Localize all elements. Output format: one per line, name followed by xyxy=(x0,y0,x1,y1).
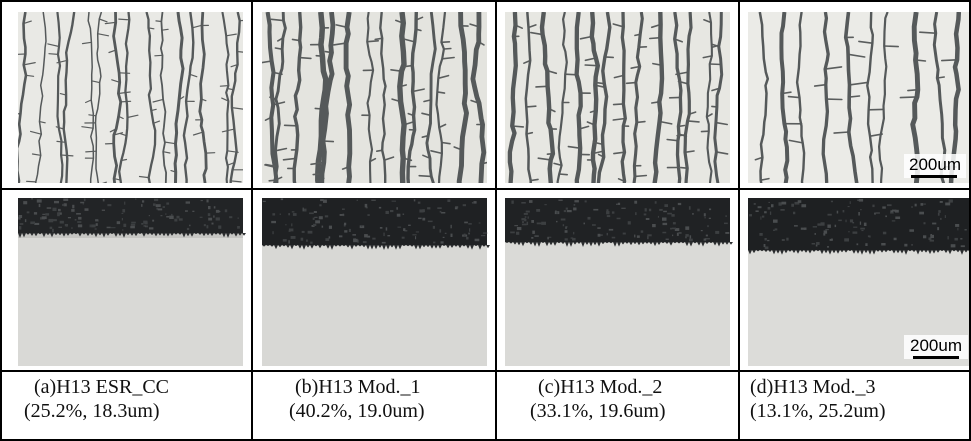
scale-bar-top: 200um xyxy=(904,154,966,178)
caption-a-line1: (a)H13 ESR_CC xyxy=(34,376,169,398)
segregation-pattern-b xyxy=(262,12,487,183)
caption-d-line1: (d)H13 Mod._3 xyxy=(750,376,876,398)
caption-c: (c)H13 Mod._2 (33.1%, 19.6um) xyxy=(502,375,742,439)
caption-a: (a)H13 ESR_CC (25.2%, 18.3um) xyxy=(8,375,248,439)
micrograph-c-top xyxy=(505,12,730,183)
caption-c-line1: (c)H13 Mod._2 xyxy=(538,376,663,398)
segregation-pattern-c xyxy=(507,12,729,183)
caption-b: (b)H13 Mod._1 (40.2%, 19.0um) xyxy=(258,375,498,439)
caption-c-line2: (33.1%, 19.6um) xyxy=(530,400,666,422)
scale-bar-top-label: 200um xyxy=(909,155,961,174)
scale-bar-bottom: 200um xyxy=(904,335,968,359)
segregation-pattern-a xyxy=(18,12,243,183)
micrograph-c-bottom xyxy=(505,198,730,366)
mount-texture xyxy=(18,198,971,255)
micrograph-b-bottom xyxy=(262,198,487,366)
micrograph-a-top xyxy=(18,12,243,183)
caption-d: (d)H13 Mod._3 (13.1%, 25.2um) xyxy=(746,375,971,439)
caption-d-line2: (13.1%, 25.2um) xyxy=(750,400,886,422)
scale-bar-bottom-label: 200um xyxy=(910,336,962,355)
micrograph-a-bottom xyxy=(18,198,243,366)
caption-b-line1: (b)H13 Mod._1 xyxy=(295,376,421,398)
caption-a-line2: (25.2%, 18.3um) xyxy=(24,400,160,422)
caption-b-line2: (40.2%, 19.0um) xyxy=(289,400,425,422)
